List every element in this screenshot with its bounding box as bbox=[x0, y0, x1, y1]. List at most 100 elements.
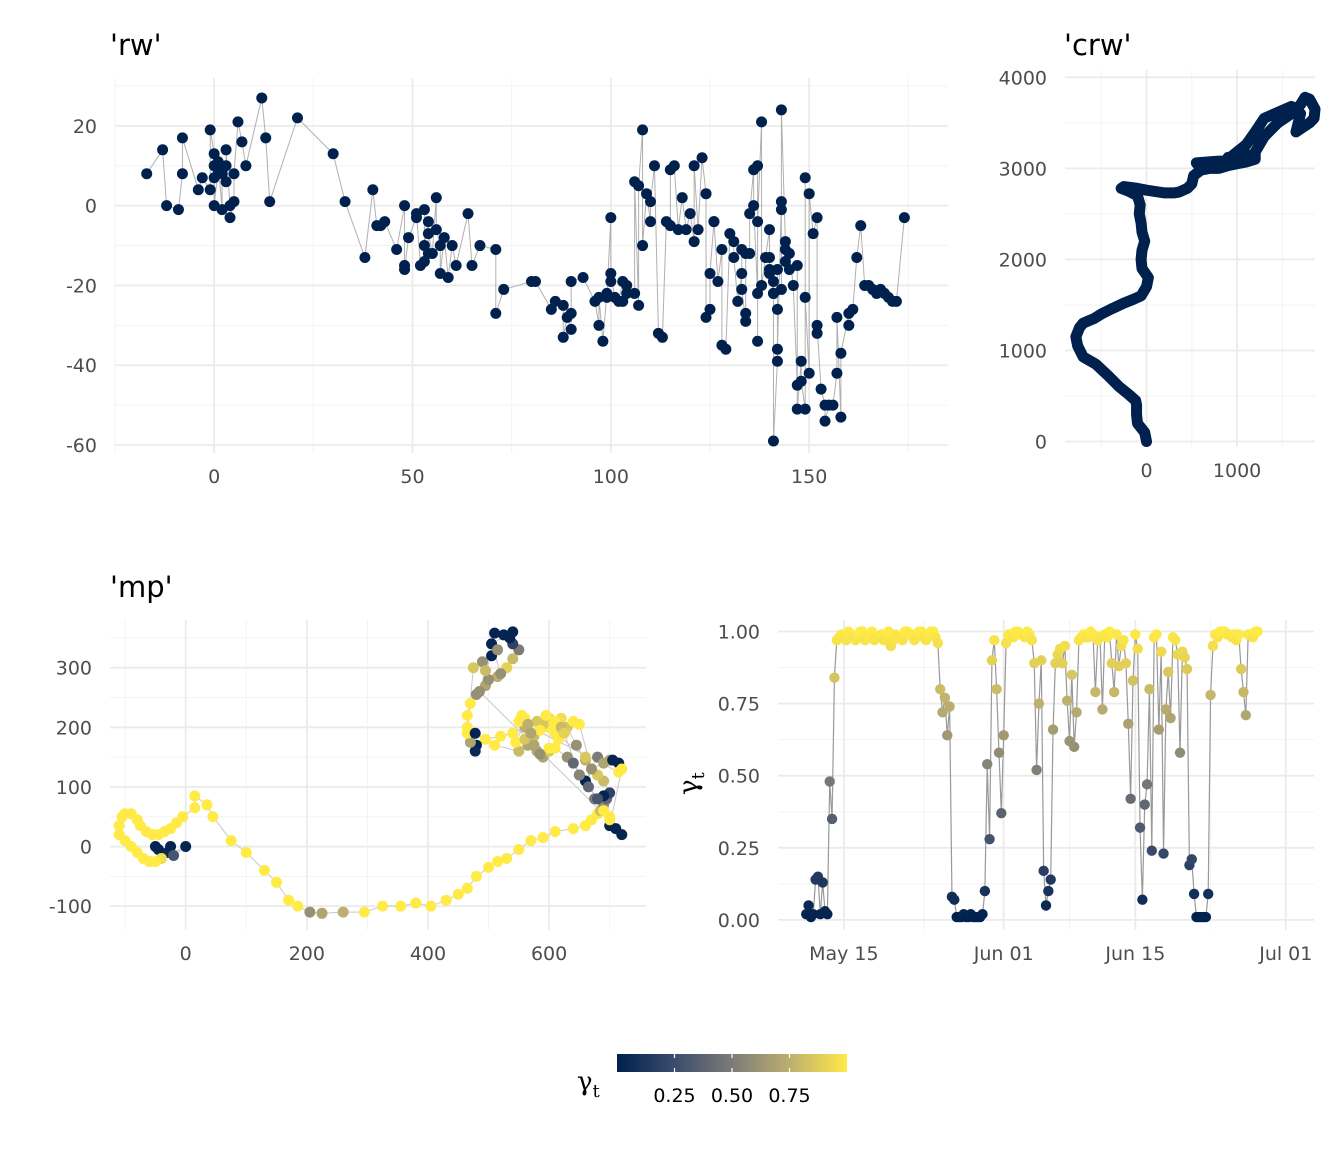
mp-point bbox=[304, 906, 316, 918]
colorbar-legend: γt 0.25 0.50 0.75 bbox=[577, 1054, 847, 1107]
rw-point bbox=[771, 263, 783, 275]
rw-point bbox=[605, 267, 617, 279]
gamma-point bbox=[1066, 669, 1078, 680]
rw-point bbox=[474, 240, 486, 252]
gamma-point bbox=[1170, 634, 1181, 646]
panel-gamma-timeseries: May 15 Jun 01 Jun 15 Jul 01 0.00 0.25 0.50 0.75… bbox=[674, 620, 1314, 965]
rw-point bbox=[815, 383, 827, 395]
mp-point bbox=[469, 727, 481, 739]
x-tick-label: 150 bbox=[791, 466, 827, 488]
y-tick-label: 0.75 bbox=[718, 694, 760, 716]
mp-point bbox=[480, 665, 492, 677]
rw-point bbox=[359, 252, 371, 264]
rw-point bbox=[811, 327, 823, 339]
rw-point bbox=[835, 347, 847, 359]
rw-point bbox=[232, 116, 244, 128]
mp-point bbox=[483, 861, 495, 873]
legend-title: γt bbox=[577, 1067, 601, 1102]
mp-point bbox=[464, 697, 476, 709]
rw-point bbox=[224, 212, 236, 224]
rw-point bbox=[204, 124, 216, 136]
y-tick-label: 300 bbox=[56, 658, 92, 680]
colorbar-tick-label: 0.25 bbox=[653, 1085, 695, 1107]
y-tick-label: 0.50 bbox=[718, 766, 760, 788]
gamma-point bbox=[1158, 848, 1169, 859]
gamma-point bbox=[1160, 704, 1172, 715]
gamma-point bbox=[1205, 689, 1216, 701]
mp-point bbox=[507, 626, 519, 638]
mp-point bbox=[483, 674, 495, 686]
rw-point bbox=[264, 196, 276, 208]
rw-point bbox=[740, 307, 752, 319]
rw-point bbox=[601, 291, 613, 303]
rw-point bbox=[831, 367, 843, 379]
rw-point bbox=[426, 248, 438, 260]
rw-point bbox=[740, 315, 752, 327]
gamma-point bbox=[1137, 894, 1148, 905]
rw-point bbox=[565, 275, 577, 287]
rw-point bbox=[379, 216, 391, 228]
gamma-point bbox=[1238, 686, 1249, 698]
rw-point bbox=[807, 228, 819, 240]
gamma-point bbox=[1188, 888, 1200, 900]
mp-point bbox=[113, 820, 125, 832]
rw-point bbox=[736, 267, 748, 279]
mp-point bbox=[337, 906, 349, 918]
mp-point bbox=[225, 835, 237, 847]
mp-point bbox=[579, 751, 591, 763]
legend-title-subscript: t bbox=[593, 1081, 601, 1102]
rw-point bbox=[367, 184, 379, 196]
rw-point bbox=[176, 168, 188, 180]
ts-y-axis-symbol: γ bbox=[674, 779, 704, 795]
rw-point bbox=[418, 204, 430, 216]
rw-point bbox=[529, 275, 541, 287]
mp-point bbox=[177, 811, 189, 823]
rw-point bbox=[565, 307, 577, 319]
rw-point bbox=[680, 224, 692, 236]
rw-point bbox=[577, 271, 589, 283]
rw-point bbox=[791, 260, 803, 271]
y-tick-label: 100 bbox=[56, 777, 92, 799]
rw-point bbox=[450, 260, 462, 271]
rw-point bbox=[756, 116, 768, 128]
gamma-point bbox=[1090, 686, 1101, 698]
rw-point bbox=[291, 112, 303, 124]
gamma-point bbox=[998, 730, 1009, 741]
y-tick-label: 0 bbox=[80, 837, 92, 859]
rw-point bbox=[466, 260, 478, 271]
rw-point bbox=[422, 216, 434, 228]
rw-point bbox=[260, 132, 272, 144]
rw-point bbox=[637, 240, 649, 252]
gamma-point bbox=[996, 808, 1007, 819]
gamma-point bbox=[1123, 718, 1134, 730]
rw-point bbox=[791, 403, 803, 415]
rw-point bbox=[764, 263, 775, 275]
gamma-point bbox=[1240, 709, 1252, 721]
rw-point bbox=[752, 160, 764, 172]
y-tick-label: 2000 bbox=[999, 249, 1047, 271]
gamma-point bbox=[1179, 652, 1190, 663]
rw-point bbox=[192, 184, 204, 196]
mp-point bbox=[570, 739, 582, 751]
rw-point bbox=[732, 295, 744, 307]
rw-point bbox=[775, 204, 787, 216]
panel-crw: 'crw' 0 1000 4000 3000 2000 1000 0 bbox=[999, 28, 1321, 482]
rw-point bbox=[557, 331, 569, 343]
mp-point bbox=[189, 790, 201, 802]
gamma-point bbox=[1097, 704, 1108, 715]
mp-point bbox=[464, 736, 476, 748]
gamma-point bbox=[1036, 655, 1047, 666]
gamma-point bbox=[817, 877, 828, 888]
x-tick-label: 1000 bbox=[1213, 460, 1261, 482]
gamma-point bbox=[1108, 686, 1120, 698]
rw-point bbox=[172, 204, 184, 216]
mp-point bbox=[492, 855, 504, 867]
rw-point bbox=[799, 172, 811, 184]
rw-point bbox=[565, 323, 577, 335]
mp-point bbox=[469, 745, 481, 757]
mp-point bbox=[585, 763, 597, 775]
rw-point bbox=[771, 303, 783, 315]
y-tick-label: 0.00 bbox=[718, 910, 760, 932]
rw-point bbox=[403, 232, 415, 244]
mp-point bbox=[573, 718, 585, 730]
